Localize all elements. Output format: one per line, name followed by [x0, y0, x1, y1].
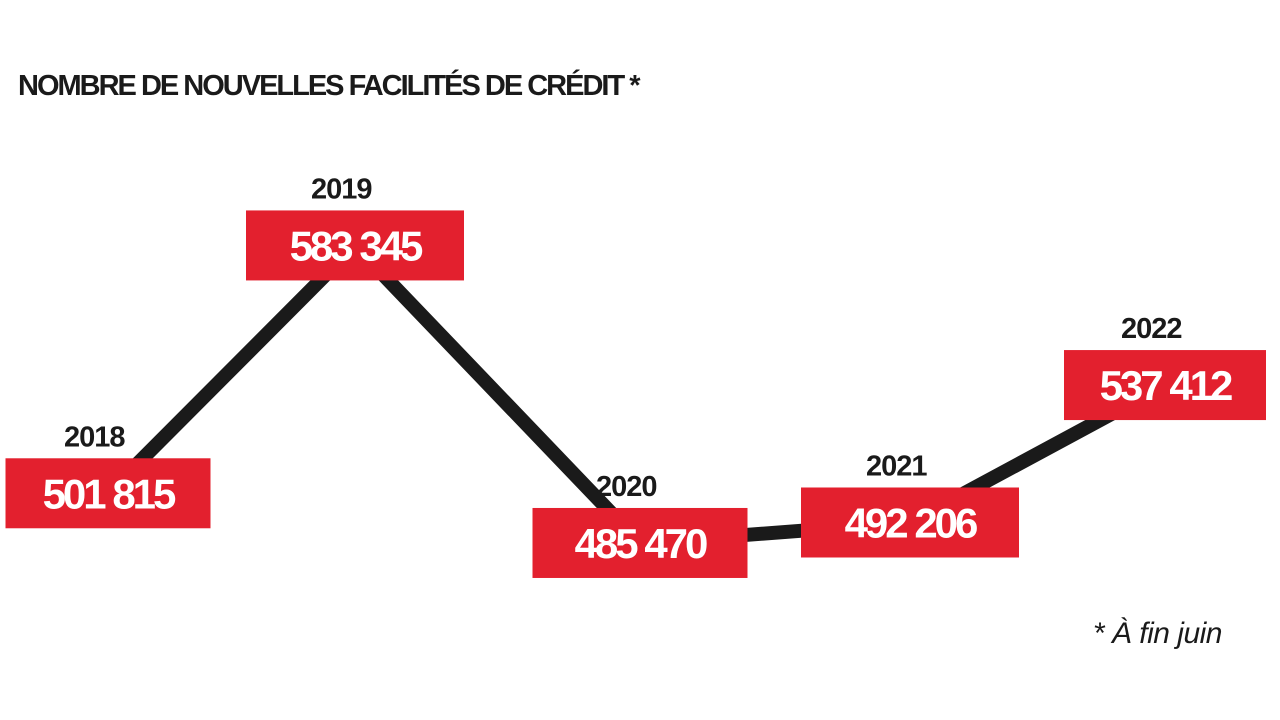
chart-title: NOMBRE DE NOUVELLES FACILITÉS DE CRÉDIT …	[18, 68, 641, 102]
value-label-box	[1064, 350, 1266, 421]
value-label: 485 470	[575, 520, 707, 567]
value-label-box	[532, 507, 748, 578]
value-label: 501 815	[43, 470, 176, 517]
data-point-2022: 537 412 2022	[1064, 313, 1266, 421]
x-tick-label: 2022	[1121, 313, 1182, 345]
x-tick-label: 2019	[311, 173, 372, 205]
value-label: 492 206	[845, 499, 977, 546]
data-point-2018: 501 815 2018	[5, 421, 211, 529]
x-tick-label: 2021	[866, 450, 927, 482]
data-labels-group: 501 815 2018 583 345 2019 485 470 2020 492 206…	[5, 173, 1266, 578]
value-label-box	[5, 458, 211, 529]
data-point-2020: 485 470 2020	[532, 471, 748, 578]
value-label: 537 412	[1100, 362, 1232, 409]
value-label-box	[246, 210, 464, 281]
series-line-segment	[348, 238, 647, 550]
value-label: 583 345	[290, 222, 423, 269]
data-point-2019: 583 345 2019	[246, 173, 464, 281]
x-tick-label: 2018	[64, 421, 125, 453]
series-line-segment	[101, 238, 362, 501]
x-tick-label: 2020	[596, 471, 657, 503]
data-point-2021: 492 206 2021	[801, 450, 1019, 558]
value-label-box	[801, 487, 1019, 558]
footnote: * À fin juin	[1093, 617, 1222, 650]
